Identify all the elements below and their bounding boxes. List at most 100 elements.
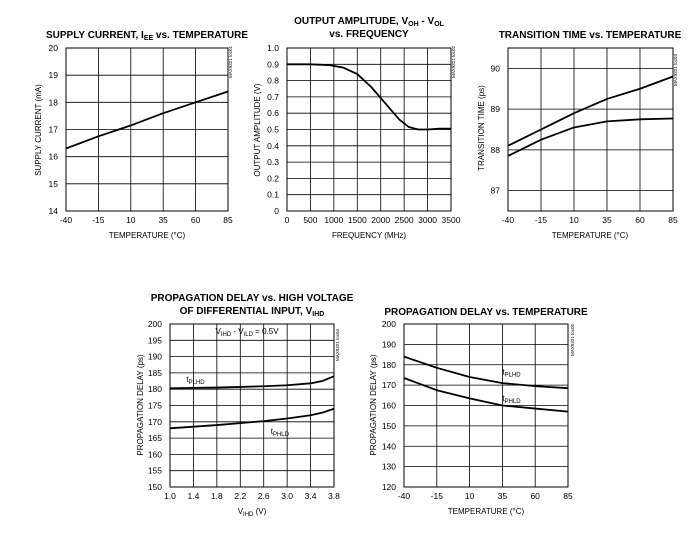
x-axis-label: VIHD (V) (238, 507, 267, 518)
y-tick-label: 150 (148, 482, 162, 492)
y-tick-label: 89 (491, 104, 501, 114)
y-tick-label: 0.7 (267, 92, 279, 102)
y-tick-label: 17 (49, 125, 59, 135)
y-tick-label: 0.1 (267, 190, 279, 200)
x-axis-label: TEMPERATURE (°C) (552, 231, 629, 240)
y-tick-label: 0.4 (267, 141, 279, 151)
y-axis-label: TRANSITION TIME (ps) (477, 85, 486, 171)
y-tick-label: 180 (148, 384, 162, 394)
y-tick-label: 160 (148, 449, 162, 459)
y-tick-label: 140 (382, 441, 396, 451)
x-tick-label: 35 (602, 215, 612, 225)
x-tick-label: 35 (498, 491, 508, 501)
chart-output-amplitude: OUTPUT AMPLITUDE, VOH - VOL vs. FREQUENC… (253, 16, 461, 240)
y-tick-label: 90 (491, 63, 501, 73)
series-line (65, 90, 229, 150)
x-tick-label: 2500 (395, 215, 414, 225)
y-tick-label: 155 (148, 466, 162, 476)
y-tick-label: 150 (382, 421, 396, 431)
y-tick-label: 190 (382, 339, 396, 349)
y-tick-label: 0.5 (267, 125, 279, 135)
x-tick-label: -15 (535, 215, 548, 225)
series-line-tplhd (403, 355, 569, 390)
y-tick-label: 14 (49, 206, 59, 216)
y-tick-label: 160 (382, 401, 396, 411)
x-tick-label: 2000 (371, 215, 390, 225)
series-line-tr (507, 117, 674, 157)
x-tick-label: 3000 (418, 215, 437, 225)
x-axis-label: FREQUENCY (MHz) (332, 231, 406, 240)
x-tick-label: 3.8 (328, 491, 340, 501)
x-tick-label: 85 (563, 491, 573, 501)
y-tick-label: 185 (148, 368, 162, 378)
x-tick-label: 10 (569, 215, 579, 225)
y-tick-label: 170 (148, 417, 162, 427)
chart-title-line2: vs. FREQUENCY (329, 29, 409, 40)
x-tick-label: 10 (465, 491, 475, 501)
plot-frame (65, 47, 229, 212)
series-line-tf (507, 75, 674, 147)
x-tick-label: 0 (285, 215, 290, 225)
y-tick-label: 16 (49, 152, 59, 162)
y-tick-label: 120 (382, 482, 396, 492)
x-tick-label: 2.2 (234, 491, 246, 501)
x-tick-label: -40 (398, 491, 411, 501)
series-line-tphld (403, 377, 569, 413)
y-tick-label: 0.3 (267, 157, 279, 167)
y-tick-label: 88 (491, 145, 501, 155)
y-tick-label: 175 (148, 401, 162, 411)
chart-supply-current: SUPPLY CURRENT, IEE vs. TEMPERATURE TEMP… (34, 30, 248, 240)
x-tick-label: -15 (92, 215, 105, 225)
series-line-tplhd (169, 375, 335, 390)
y-tick-label: 87 (491, 186, 501, 196)
series-label: tPHLD (502, 394, 521, 405)
y-tick-label: 20 (49, 43, 59, 53)
y-tick-label: 200 (148, 319, 162, 329)
x-tick-label: -40 (502, 215, 515, 225)
y-tick-label: 15 (49, 179, 59, 189)
x-tick-label: 1.0 (164, 491, 176, 501)
chart-title: SUPPLY CURRENT, IEE vs. TEMPERATURE (46, 30, 248, 42)
y-axis-label: PROPAGATION DELAY (ps) (136, 354, 145, 456)
y-tick-label: 0 (274, 206, 279, 216)
y-tick-label: 165 (148, 433, 162, 443)
chart-propagation-delay-vihd: PROPAGATION DELAY vs. HIGH VOLTAGE OF DI… (136, 293, 354, 518)
y-axis-label: OUTPUT AMPLITUDE (V) (253, 83, 262, 177)
y-tick-label: 180 (382, 360, 396, 370)
x-tick-label: 3.0 (281, 491, 293, 501)
x-tick-label: 10 (126, 215, 136, 225)
y-tick-label: 1.0 (267, 43, 279, 53)
x-tick-label: 60 (635, 215, 645, 225)
x-tick-label: 3.4 (305, 491, 317, 501)
chart-code: MAX9321 toc02 (451, 45, 456, 78)
chart-code: MAX9321 toc03 (673, 53, 678, 86)
x-tick-label: 35 (158, 215, 168, 225)
y-tick-label: 0.6 (267, 108, 279, 118)
x-tick-label: 1500 (348, 215, 367, 225)
chart-code: MAX9321 toc05 (570, 323, 575, 356)
y-tick-label: 0.8 (267, 76, 279, 86)
y-tick-label: 170 (382, 380, 396, 390)
x-tick-label: -15 (431, 491, 444, 501)
series-line (287, 63, 451, 131)
x-tick-label: 1000 (324, 215, 343, 225)
condition-annotation: VIHD - VILD = 0.5V (215, 327, 279, 338)
y-tick-label: 18 (49, 97, 59, 107)
x-axis-label: TEMPERATURE (°C) (109, 231, 186, 240)
chart-propagation-delay-temperature: PROPAGATION DELAY vs. TEMPERATURE TEMPER… (369, 307, 588, 516)
plot-frame (403, 323, 569, 488)
y-axis-label: PROPAGATION DELAY (ps) (369, 354, 378, 456)
chart-code: MAX9321 toc04 (335, 328, 340, 361)
chart-title: PROPAGATION DELAY vs. HIGH VOLTAGE (151, 293, 354, 304)
x-tick-label: 1.8 (211, 491, 223, 501)
chart-title: TRANSITION TIME vs. TEMPERATURE (499, 30, 682, 41)
y-tick-label: 190 (148, 352, 162, 362)
x-tick-label: 2.6 (258, 491, 270, 501)
plot-frame (169, 323, 335, 488)
x-tick-label: 85 (223, 215, 233, 225)
y-axis-label: SUPPLY CURRENT (mA) (34, 84, 43, 176)
y-tick-label: 0.9 (267, 59, 279, 69)
y-tick-label: 19 (49, 70, 59, 80)
